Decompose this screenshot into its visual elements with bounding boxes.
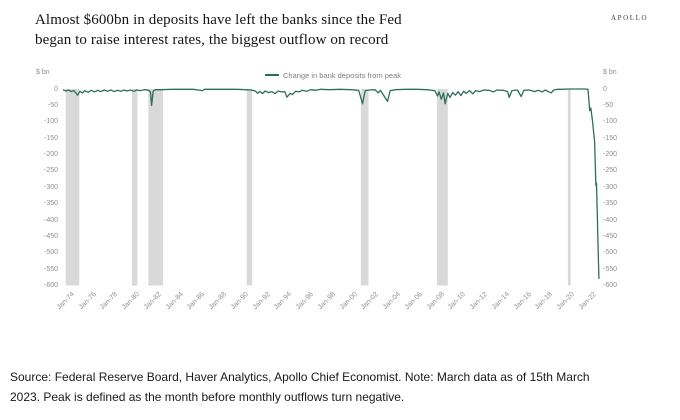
- recession-band: [436, 89, 448, 286]
- y-tick-label: 0: [54, 85, 58, 93]
- y-tick-label: -250: [43, 167, 58, 175]
- y-tick-label: -550: [603, 265, 618, 273]
- legend-label: Change in bank deposits from peak: [283, 70, 401, 80]
- y-tick-label: -400: [603, 216, 618, 224]
- legend-line-icon: [265, 74, 279, 76]
- y-tick-label: -50: [603, 101, 614, 109]
- y-tick-label: -50: [47, 101, 58, 109]
- y-tick-label: -450: [603, 232, 618, 240]
- y-tick-label: -150: [43, 134, 58, 142]
- deposits-series-line: [62, 88, 600, 279]
- chart-title: Almost $600bn in deposits have left the …: [35, 11, 505, 50]
- y-tick-label: -500: [603, 249, 618, 257]
- recession-band: [567, 89, 571, 286]
- y-tick-label: -150: [603, 134, 618, 142]
- y-tick-label: -600: [603, 282, 618, 289]
- recession-band: [360, 89, 369, 286]
- y-tick-label: -400: [43, 216, 58, 224]
- y-tick-label: -350: [603, 200, 618, 208]
- y-tick-label: -500: [43, 249, 58, 257]
- y-axis-unit-left: $ bn: [36, 69, 50, 76]
- y-tick-label: -350: [43, 200, 58, 208]
- y-tick-label: 0: [603, 85, 607, 93]
- y-tick-label: -200: [603, 151, 618, 158]
- recession-band: [246, 89, 253, 286]
- chart-title-line2: began to raise interest rates, the bigge…: [35, 31, 389, 48]
- y-axis-unit-right: $ bn: [603, 69, 617, 76]
- deposits-line-chart: [62, 88, 600, 286]
- deposits-chart-area: $ bn $ bn Change in bank deposits from p…: [0, 65, 680, 325]
- y-tick-label: -200: [43, 151, 58, 158]
- y-tick-label: -100: [603, 118, 618, 126]
- apollo-logo: APOLLO: [611, 14, 649, 22]
- y-tick-label: -300: [603, 183, 618, 191]
- y-tick-label: -250: [603, 167, 618, 175]
- recession-band: [132, 89, 138, 286]
- y-tick-label: -600: [43, 282, 58, 289]
- y-tick-label: -300: [43, 183, 58, 191]
- y-tick-label: -100: [43, 118, 58, 126]
- chart-legend: Change in bank deposits from peak: [265, 70, 401, 80]
- recession-band: [65, 89, 80, 286]
- recession-band: [148, 89, 164, 286]
- source-note: Source: Federal Reserve Board, Haver Ana…: [10, 370, 590, 404]
- chart-title-line1: Almost $600bn in deposits have left the …: [35, 12, 402, 28]
- y-tick-label: -450: [43, 232, 58, 240]
- y-tick-label: -550: [43, 265, 58, 273]
